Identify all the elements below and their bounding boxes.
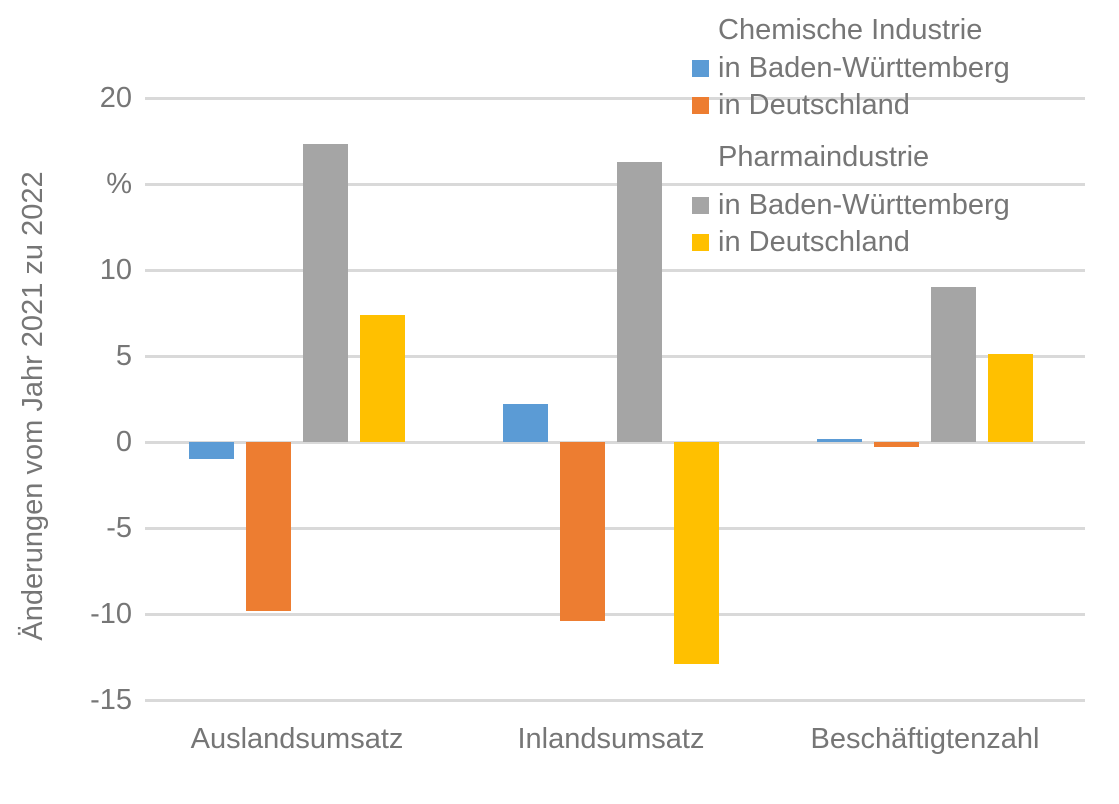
bar xyxy=(874,442,919,448)
bar xyxy=(988,354,1033,442)
bar xyxy=(560,442,605,621)
legend-entry: in Baden-Württemberg xyxy=(692,189,1010,221)
gridline xyxy=(145,441,1085,444)
legend-color-swatch-icon xyxy=(692,59,709,77)
y-tick-label: 20 xyxy=(99,82,132,114)
gridline xyxy=(145,355,1085,358)
bar xyxy=(817,438,862,442)
bar xyxy=(360,314,405,442)
bar xyxy=(189,442,234,460)
x-category-label: Beschäftigtenzahl xyxy=(810,723,1040,755)
legend-entry: in Deutschland xyxy=(692,226,910,258)
legend-color-swatch-icon xyxy=(692,96,709,114)
bar xyxy=(674,442,719,664)
bar xyxy=(503,404,548,442)
y-tick-label: 10 xyxy=(99,254,132,286)
legend-entry-label: in Baden-Württemberg xyxy=(718,52,1010,84)
y-tick-label: -15 xyxy=(90,684,132,716)
legend-color-swatch-icon xyxy=(692,233,709,251)
x-category-label: Auslandsumsatz xyxy=(190,723,404,755)
gridline xyxy=(145,527,1085,530)
y-tick-label: -10 xyxy=(90,598,132,630)
legend-group-title: Pharmaindustrie xyxy=(718,141,930,173)
y-tick-label: 0 xyxy=(115,426,132,458)
x-category-label: Inlandsumsatz xyxy=(517,723,705,755)
bar xyxy=(246,442,291,611)
y-tick-label: 5 xyxy=(115,340,132,372)
gridline xyxy=(145,269,1085,272)
legend-entry: in Baden-Württemberg xyxy=(692,52,1010,84)
legend-entry: in Deutschland xyxy=(692,89,910,121)
y-tick-label: % xyxy=(106,168,132,200)
gridline xyxy=(145,97,1085,100)
legend-entry-label: in Deutschland xyxy=(718,226,910,258)
bar xyxy=(303,144,348,442)
gridline xyxy=(145,183,1085,186)
gridline xyxy=(145,699,1085,702)
legend-entry-label: in Baden-Württemberg xyxy=(718,189,1010,221)
legend-group-title: Chemische Industrie xyxy=(718,14,983,46)
bar xyxy=(931,287,976,442)
y-tick-label: -5 xyxy=(106,512,132,544)
bar xyxy=(617,161,662,442)
legend-entry-label: in Deutschland xyxy=(718,89,910,121)
gridline xyxy=(145,613,1085,616)
legend-color-swatch-icon xyxy=(692,196,709,214)
